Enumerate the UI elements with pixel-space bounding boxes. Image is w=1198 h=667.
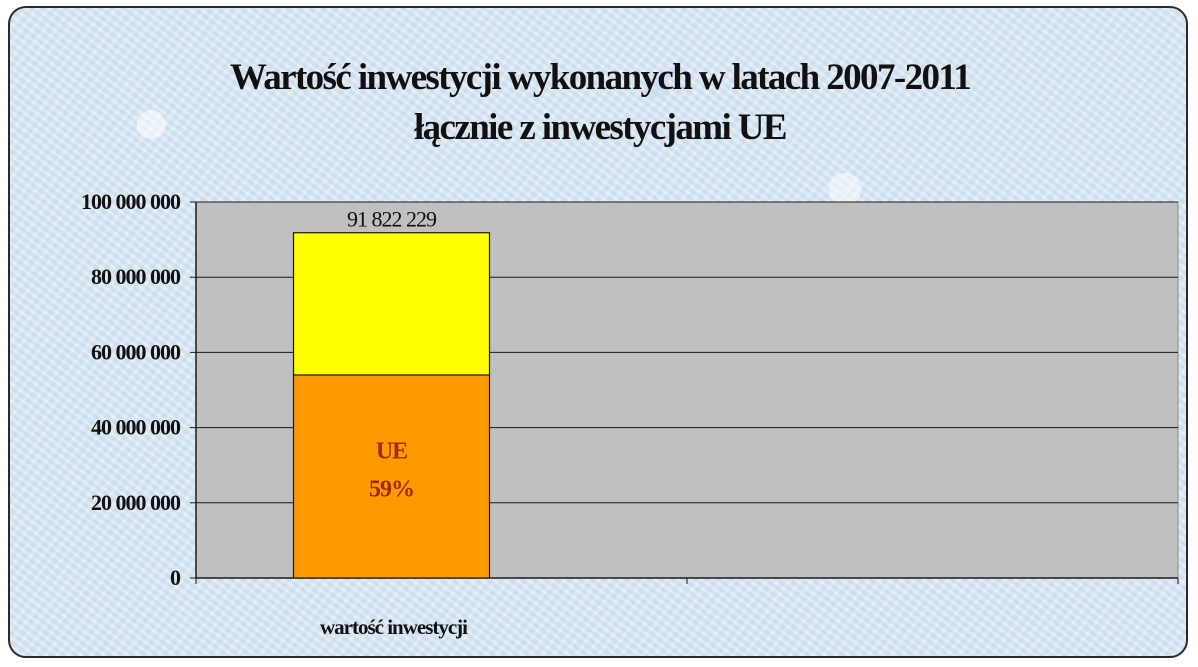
chart-title: Wartość inwestycji wykonanych w latach 2… <box>229 57 972 98</box>
bar-segment <box>292 232 491 376</box>
segment-label: 59% <box>369 476 414 502</box>
bar-segment <box>292 374 491 579</box>
y-tick-label: 100 000 000 <box>81 189 181 214</box>
segment-label: UE <box>376 438 407 464</box>
y-tick-label: 20 000 000 <box>91 490 181 515</box>
y-tick-label: 0 <box>170 565 181 590</box>
y-tick-label: 40 000 000 <box>91 415 181 440</box>
chart-subtitle: łącznie z inwestycjami UE <box>413 107 788 148</box>
y-tick-label: 60 000 000 <box>91 339 181 364</box>
total-data-label: 91 822 229 <box>347 207 437 232</box>
x-category-label: wartość inwestycji <box>320 615 468 639</box>
y-tick-label: 80 000 000 <box>91 264 181 289</box>
